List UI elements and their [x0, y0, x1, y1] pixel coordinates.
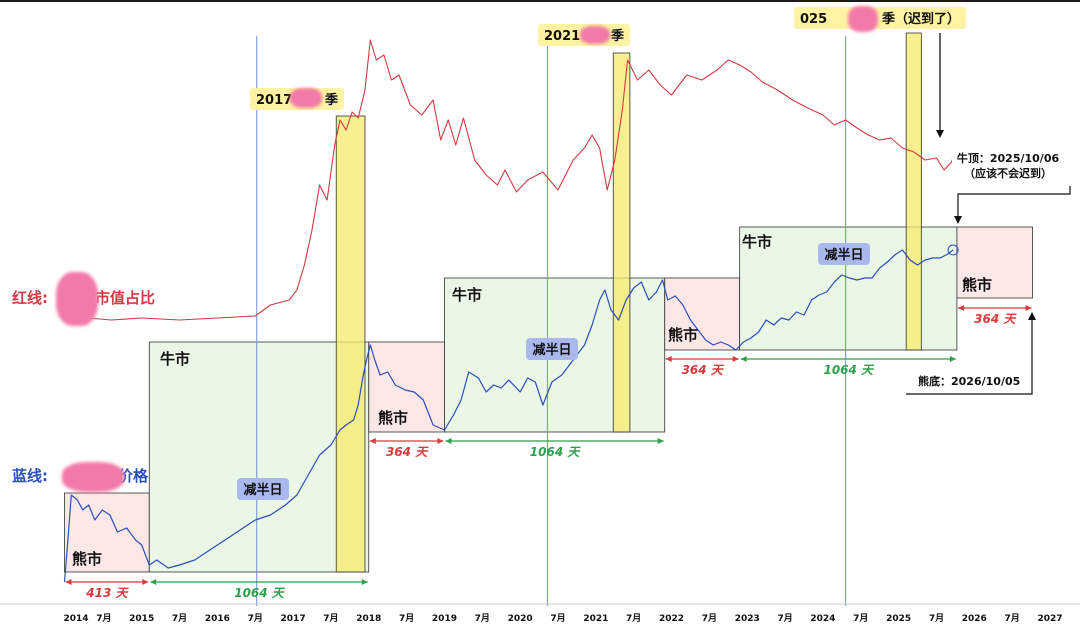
bear-bottom-connector-head: [1028, 312, 1036, 320]
blue-series-line: [63, 249, 954, 583]
x-tick-label: 7月: [550, 613, 565, 624]
arrow-head-right: [437, 438, 444, 444]
halving-badge: [237, 478, 289, 500]
redaction-mark: [56, 272, 98, 326]
duration-label: 413 天: [85, 586, 129, 600]
red-series-label: 红线:: [12, 289, 48, 307]
bull-top-note-line2: （应该不会迟到）: [964, 166, 1052, 180]
x-tick-label: 2024: [810, 614, 835, 624]
x-tick-label: 7月: [1005, 613, 1020, 624]
blue-series-label-tail: 价格: [118, 467, 149, 485]
blue-series-label: 蓝线:: [12, 467, 48, 485]
duration-label: 1064 天: [530, 445, 582, 459]
arrow-head-right: [657, 438, 664, 444]
x-tick-label: 2021: [583, 614, 608, 624]
bear-market-box: [64, 492, 150, 573]
redaction-mark: [848, 6, 878, 32]
bear-bottom-note: 熊底：2026/10/05: [918, 374, 1020, 388]
bull-top-note-box: [952, 146, 1068, 182]
season-label-right: 季: [324, 92, 338, 108]
season-label-box: [794, 7, 966, 29]
bear-market-label: 熊市: [668, 326, 698, 344]
halving-badge-label: 减半日: [824, 247, 863, 263]
season-band: [905, 32, 922, 351]
bear-market-box: [368, 341, 445, 433]
x-tick-label: 7月: [853, 613, 868, 624]
bull-market-label: 牛市: [452, 286, 482, 304]
season-label-left: 025: [800, 12, 827, 27]
bull-top-connector: [957, 186, 1071, 218]
x-tick-label: 2016: [205, 614, 230, 624]
season-band: [335, 115, 366, 573]
bull-market-box: [148, 341, 370, 573]
current-price-marker: [947, 244, 959, 256]
season-band: [612, 52, 631, 433]
late-arrow-head: [936, 130, 944, 138]
x-tick-label: 7月: [777, 613, 792, 624]
duration-label: 1064 天: [823, 363, 875, 377]
halving-badge-label: 减半日: [532, 342, 571, 358]
x-tick-label: 7月: [702, 613, 717, 624]
arrow-head-left: [665, 356, 672, 362]
x-tick-label: 7月: [248, 613, 263, 624]
bear-bottom-connector: [906, 318, 1033, 395]
x-tick-label: 2026: [962, 614, 987, 624]
x-tick-label: 2018: [356, 614, 381, 624]
bull-market-label: 牛市: [742, 233, 772, 251]
arrow-head-right: [142, 579, 149, 585]
x-tick-label: 2015: [129, 614, 154, 624]
x-tick-label: 7月: [475, 613, 490, 624]
bull-top-note-line1: 牛顶：2025/10/06: [957, 151, 1060, 165]
duration-label: 364 天: [974, 312, 1017, 326]
bull-market-label: 牛市: [160, 350, 190, 368]
arrow-head-left: [369, 438, 376, 444]
x-tick-label: 2023: [735, 614, 760, 624]
arrow-head-right: [732, 356, 739, 362]
x-tick-label: 2014: [63, 614, 88, 624]
x-tick-label: 2025: [886, 614, 911, 624]
arrow-head-right: [361, 579, 368, 585]
redaction-mark: [580, 26, 610, 44]
bear-market-label: 熊市: [378, 409, 408, 427]
bear-market-label: 熊市: [72, 550, 102, 568]
season-label-left: 2021: [544, 29, 580, 44]
x-tick-label: 2022: [659, 614, 684, 624]
season-label-left: 2017: [256, 93, 292, 108]
red-series-label-tail: 市值占比: [95, 289, 155, 307]
x-tick-label: 7月: [399, 613, 414, 624]
season-label-right: 季: [610, 28, 624, 44]
x-tick-label: 7月: [323, 613, 338, 624]
arrow-head-left: [65, 579, 72, 585]
x-tick-label: 7月: [172, 613, 187, 624]
redaction-mark: [62, 462, 124, 492]
halving-badge: [818, 243, 870, 265]
duration-label: 364 天: [682, 363, 725, 377]
x-tick-label: 2027: [1037, 614, 1062, 624]
x-tick-label: 7月: [626, 613, 641, 624]
season-label-right: 季（迟到了）: [881, 11, 960, 27]
x-tick-label: 2020: [508, 614, 533, 624]
red-series-line: [88, 39, 957, 321]
x-tick-label: 2019: [432, 614, 457, 624]
redaction-mark: [290, 88, 322, 108]
bear-market-box: [956, 226, 1033, 299]
halving-badge-label: 减半日: [243, 482, 282, 498]
arrow-head-left: [150, 579, 157, 585]
duration-label: 1064 天: [234, 586, 286, 600]
arrow-head-left: [957, 305, 964, 311]
arrow-head-right: [949, 356, 956, 362]
duration-label: 364 天: [386, 445, 429, 459]
bear-market-label: 熊市: [962, 276, 992, 294]
x-tick-label: 7月: [96, 613, 111, 624]
halving-badge: [526, 338, 578, 360]
x-tick-label: 7月: [929, 613, 944, 624]
arrow-head-right: [1025, 305, 1032, 311]
x-tick-label: 2017: [281, 614, 306, 624]
bull-top-connector-head: [954, 216, 962, 224]
arrow-head-left: [740, 356, 747, 362]
arrow-head-left: [445, 438, 452, 444]
